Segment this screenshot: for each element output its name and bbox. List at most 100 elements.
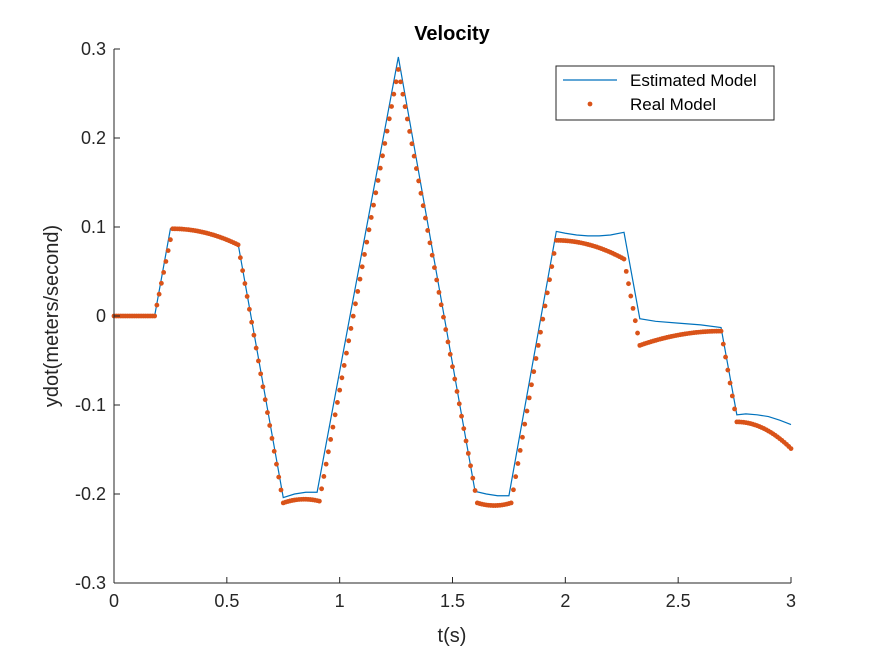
real-model-point (333, 412, 338, 417)
real-model-point (261, 384, 266, 389)
real-model-point (254, 346, 259, 351)
real-model-point (398, 79, 403, 84)
real-model-point (725, 368, 730, 373)
real-model-point (362, 252, 367, 257)
real-model-point (337, 388, 342, 393)
y-tick-label: 0.3 (81, 39, 106, 59)
real-model-point (340, 375, 345, 380)
real-model-point (335, 400, 340, 405)
real-model-point (403, 104, 408, 109)
real-model-point (529, 382, 534, 387)
real-model-point (270, 436, 275, 441)
x-tick-label: 3 (786, 591, 796, 611)
real-model-point (536, 343, 541, 348)
real-model-point (355, 289, 360, 294)
real-model-point (353, 301, 358, 306)
real-model-point (317, 499, 322, 504)
real-model-point (236, 242, 241, 247)
real-model-point (525, 409, 530, 414)
real-model-point (364, 240, 369, 245)
real-model-point (461, 426, 466, 431)
real-model-point (441, 315, 446, 320)
real-model-point (249, 320, 254, 325)
real-model-point (633, 318, 638, 323)
real-model-point (166, 248, 171, 253)
real-model-point (624, 269, 629, 274)
real-model-point (164, 259, 169, 264)
real-model-point (371, 203, 376, 208)
real-model-point (256, 359, 261, 364)
real-model-point (247, 307, 252, 312)
real-model-point (626, 281, 631, 286)
real-model-point (159, 281, 164, 286)
real-model-point (428, 240, 433, 245)
real-model-point (258, 371, 263, 376)
real-model-point (367, 227, 372, 232)
y-tick-label: 0.1 (81, 217, 106, 237)
real-model-point (520, 435, 525, 440)
real-model-point (405, 117, 410, 122)
x-tick-label: 1.5 (440, 591, 465, 611)
real-model-point (387, 116, 392, 121)
real-model-point (470, 476, 475, 481)
x-tick-label: 2.5 (666, 591, 691, 611)
real-model-point (419, 191, 424, 196)
real-model-point (552, 251, 557, 256)
real-model-point (439, 302, 444, 307)
real-model-point (527, 395, 532, 400)
real-model-point (455, 389, 460, 394)
real-model-point (730, 394, 735, 399)
real-model-point (723, 355, 728, 360)
y-tick-label: -0.3 (75, 573, 106, 593)
real-model-point (473, 488, 478, 493)
real-model-point (518, 448, 523, 453)
real-model-point (543, 304, 548, 309)
y-tick-label: 0 (96, 306, 106, 326)
real-model-point (346, 338, 351, 343)
real-model-point (154, 303, 159, 308)
real-model-point (351, 314, 356, 319)
real-model-point (448, 352, 453, 357)
real-model-point (274, 462, 279, 467)
real-model-point (267, 423, 272, 428)
real-model-point (446, 340, 451, 345)
real-model-point (276, 475, 281, 480)
real-model-point (319, 486, 324, 491)
y-tick-label: -0.2 (75, 484, 106, 504)
real-model-point (252, 333, 257, 338)
x-axis-title: t(s) (438, 625, 467, 647)
real-model-point (430, 253, 435, 258)
real-model-point (622, 257, 627, 262)
real-model-point (464, 439, 469, 444)
real-model-point (396, 67, 401, 72)
real-model-point (628, 294, 633, 299)
real-model-point (349, 326, 354, 331)
real-model-point (321, 474, 326, 479)
real-model-point (369, 215, 374, 220)
real-model-point (240, 268, 245, 273)
real-model-point (549, 264, 554, 269)
real-model-point (391, 92, 396, 97)
real-model-point (457, 401, 462, 406)
x-tick-label: 0.5 (214, 591, 239, 611)
x-tick-label: 1 (335, 591, 345, 611)
legend-label-estimated: Estimated Model (630, 71, 757, 90)
real-model-point (326, 449, 331, 454)
real-model-point (466, 451, 471, 456)
legend-swatch-real (588, 102, 593, 107)
real-model-point (385, 129, 390, 134)
real-model-point (382, 141, 387, 146)
real-model-point (389, 104, 394, 109)
y-axis-title: ydot(meters/second) (41, 225, 63, 407)
real-model-point (380, 153, 385, 158)
real-model-point (443, 327, 448, 332)
x-tick-label: 0 (109, 591, 119, 611)
real-model-point (409, 141, 414, 146)
real-model-point (513, 474, 518, 479)
real-model-point (459, 414, 464, 419)
real-model-point (509, 501, 514, 506)
real-model-point (378, 166, 383, 171)
plot-area (114, 49, 791, 583)
